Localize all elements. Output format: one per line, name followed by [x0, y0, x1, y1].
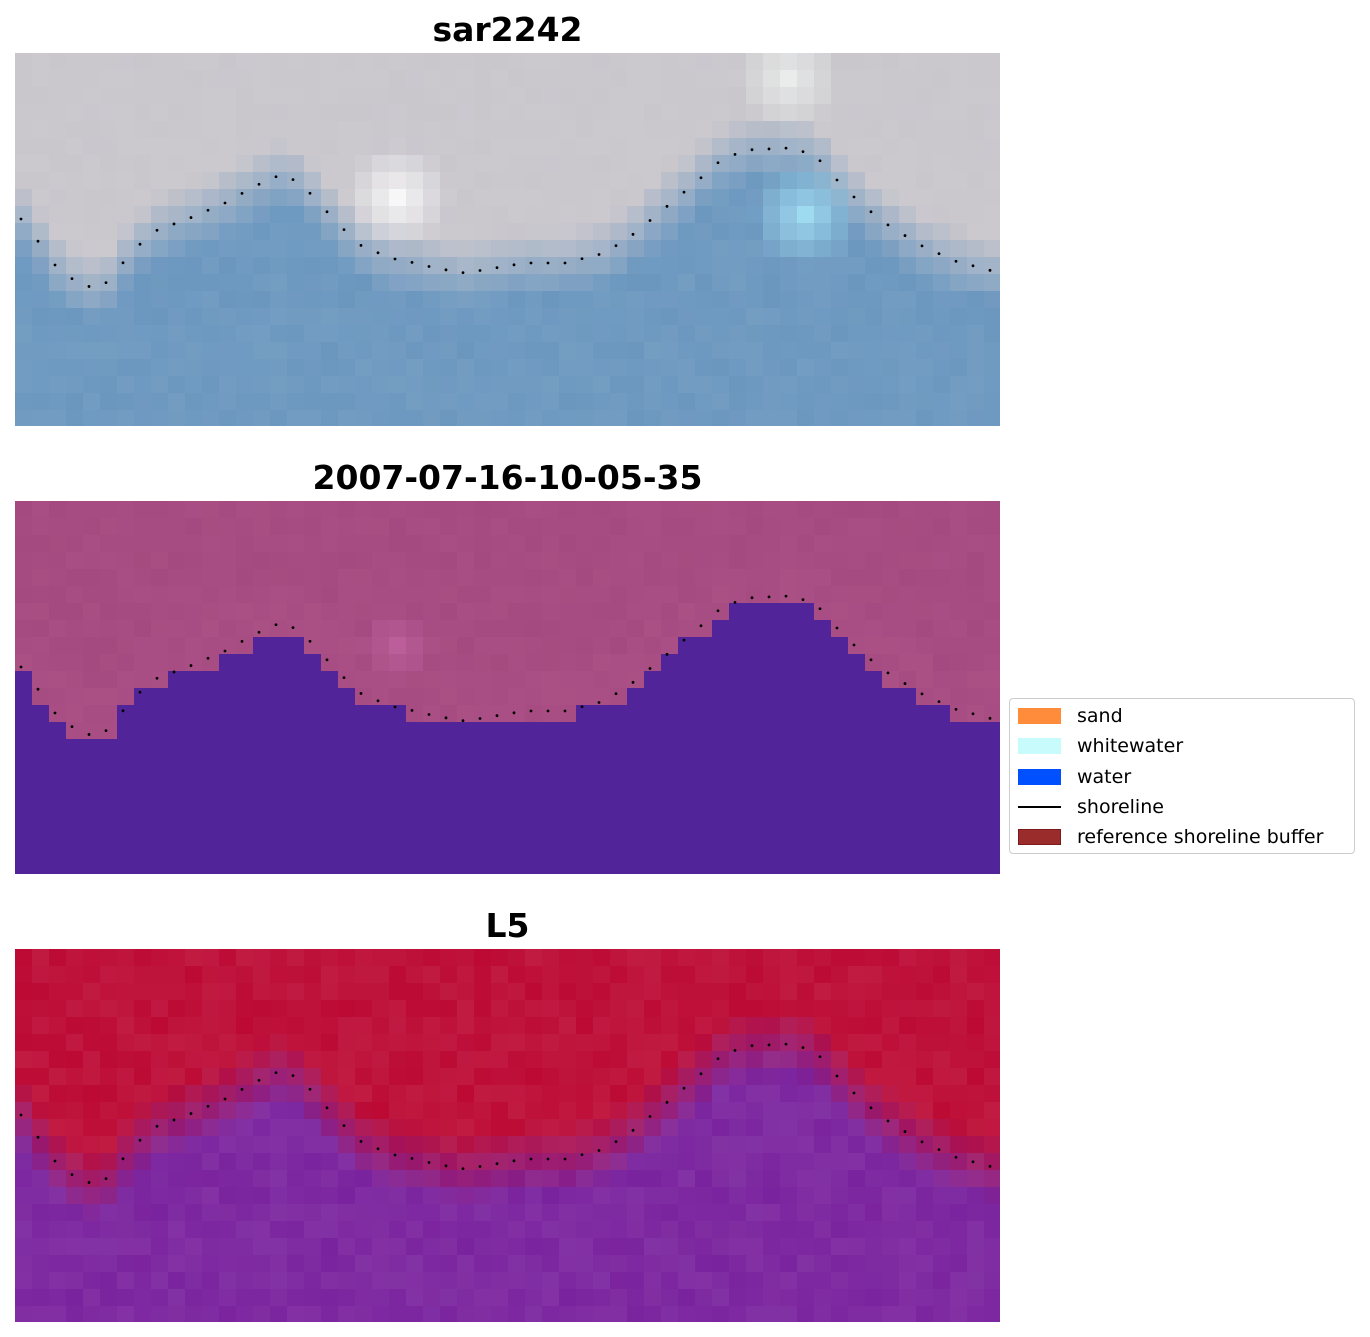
- legend-item-sand: sand: [1018, 705, 1348, 727]
- shoreline-line-swatch: [1018, 806, 1061, 808]
- whitewater-swatch: [1018, 738, 1061, 754]
- rgb-image: [15, 53, 1000, 426]
- panel-title-2: 2007-07-16-10-05-35: [312, 458, 703, 497]
- panel-title-1: sar2242: [432, 10, 583, 49]
- classified-image: [15, 501, 1000, 874]
- reference-buffer-swatch: [1018, 829, 1061, 845]
- panel-title-3: L5: [485, 906, 530, 945]
- legend-label-whitewater: whitewater: [1077, 735, 1184, 757]
- water-swatch: [1018, 769, 1061, 785]
- legend: sand whitewater water shoreline referenc…: [1009, 698, 1355, 854]
- image-panel-classified: [15, 501, 1000, 874]
- index-image: [15, 949, 1000, 1322]
- legend-item-reference-buffer: reference shoreline buffer: [1018, 826, 1348, 848]
- legend-label-sand: sand: [1077, 705, 1123, 727]
- sand-swatch: [1018, 708, 1061, 724]
- image-panel-rgb: [15, 53, 1000, 426]
- legend-item-water: water: [1018, 766, 1348, 788]
- legend-label-shoreline: shoreline: [1077, 796, 1164, 818]
- legend-label-reference-buffer: reference shoreline buffer: [1077, 826, 1324, 848]
- image-panel-index: [15, 949, 1000, 1322]
- legend-label-water: water: [1077, 766, 1132, 788]
- legend-item-whitewater: whitewater: [1018, 735, 1348, 757]
- legend-item-shoreline: shoreline: [1018, 796, 1348, 818]
